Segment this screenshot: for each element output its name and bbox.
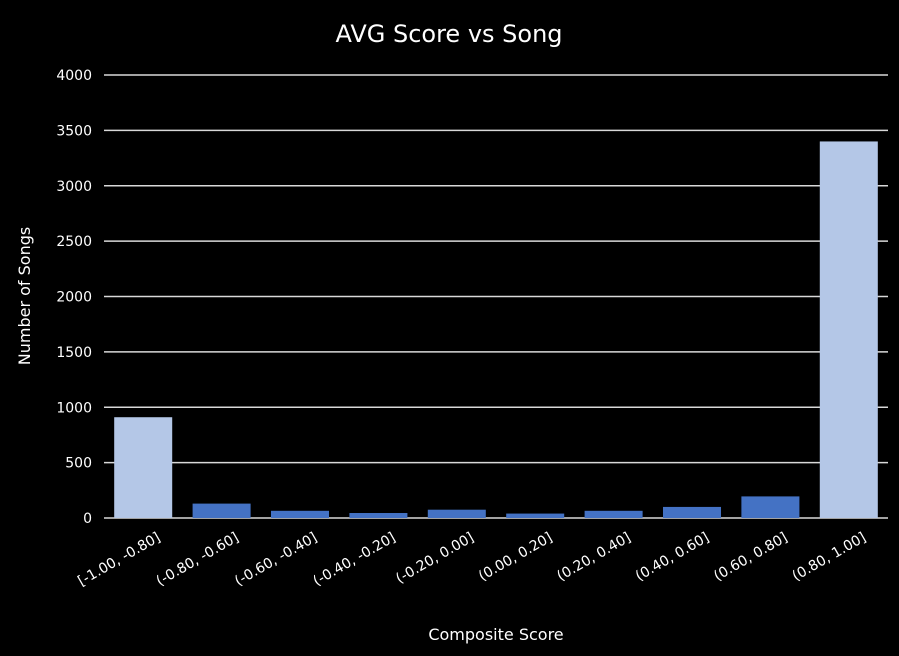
bar <box>427 509 486 518</box>
bar <box>192 503 251 518</box>
y-tick-label: 1500 <box>56 345 92 361</box>
y-tick-labels: 0 500 1000 1500 2000 2500 3000 3500 4000 <box>56 68 92 527</box>
chart-title: AVG Score vs Song <box>335 20 562 48</box>
x-axis-title: Composite Score <box>428 625 563 644</box>
bar <box>506 513 565 518</box>
y-axis-title: Number of Songs <box>15 227 34 365</box>
bar <box>349 513 408 518</box>
y-tick-label: 2500 <box>56 234 92 250</box>
bars <box>114 141 878 518</box>
y-tick-label: 0 <box>83 511 92 527</box>
y-tick-label: 4000 <box>56 68 92 84</box>
bar <box>584 510 643 518</box>
bar <box>662 506 722 518</box>
y-tick-label: 3500 <box>56 123 92 139</box>
bar <box>819 141 878 518</box>
bar <box>270 510 330 518</box>
y-tick-label: 3000 <box>56 179 92 195</box>
y-tick-label: 1000 <box>56 400 92 416</box>
bar <box>114 417 173 518</box>
bar <box>741 496 800 518</box>
y-tick-label: 500 <box>65 456 92 472</box>
y-tick-label: 2000 <box>56 290 92 306</box>
